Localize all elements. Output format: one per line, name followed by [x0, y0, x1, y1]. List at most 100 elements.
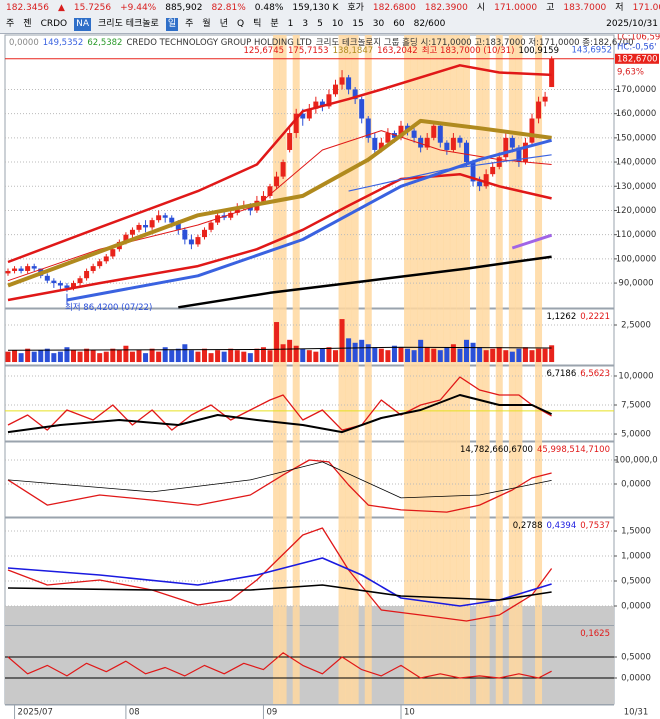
candle-body	[57, 283, 63, 286]
candle-body	[280, 162, 286, 177]
toolbar-item[interactable]: 1	[287, 18, 294, 29]
toolbar-item: 171.0000	[494, 2, 538, 13]
candle-body	[5, 270, 11, 274]
candle-body	[444, 142, 450, 150]
toolbar-item[interactable]: 10	[331, 18, 344, 29]
signal-band	[515, 35, 523, 704]
y-tick-label: 0,0000	[621, 480, 651, 490]
x-tick-label: 2025/07	[18, 708, 53, 718]
legend-item: 125,6745	[243, 46, 284, 56]
toolbar-item[interactable]: 젠	[23, 18, 32, 29]
volume-bar	[175, 348, 181, 363]
candle-body	[274, 176, 280, 187]
volume-bar	[274, 322, 280, 363]
volume-bar	[5, 351, 11, 363]
toolbar-item[interactable]: 일	[165, 17, 179, 31]
panel-legend: 14,782,660,6700 45,998,514,7100	[460, 445, 610, 455]
legend-value: 0,4394	[547, 521, 577, 531]
toolbar-item: 182.3900	[424, 2, 468, 13]
panel-legend: 0,2788 0,4394 0,7537	[513, 521, 610, 531]
toolbar-item[interactable]: 15	[352, 18, 364, 29]
candle-body	[470, 162, 476, 182]
candle-body	[103, 256, 109, 262]
signal-band	[463, 35, 470, 704]
volume-bar	[97, 353, 103, 363]
signal-band	[476, 35, 484, 704]
candle-body	[352, 89, 358, 100]
signal-band	[273, 35, 281, 704]
legend-item: 175,7153	[288, 46, 329, 56]
candle-body	[208, 222, 214, 230]
indicator-line	[7, 557, 552, 607]
y-tick-label: 10,0000	[618, 371, 653, 381]
toolbar-item[interactable]: 틱	[253, 18, 262, 29]
volume-bar	[411, 350, 417, 363]
volume-bar	[464, 339, 469, 363]
volume-bar	[457, 348, 463, 363]
volume-bar	[516, 348, 522, 363]
candle-body	[490, 166, 496, 175]
indicator-line	[7, 118, 552, 288]
candle-body	[260, 195, 266, 201]
y-tick-label: 7,5000	[621, 401, 651, 411]
candle-body	[234, 208, 240, 213]
toolbar-item[interactable]: 3	[302, 18, 309, 29]
candle-body	[339, 77, 345, 85]
y-tick-label: 130,0000	[616, 182, 657, 192]
candle-body	[25, 266, 31, 271]
volume-bar	[215, 350, 221, 363]
volume-bar	[162, 347, 168, 363]
candle-body	[477, 181, 483, 187]
volume-bar	[18, 353, 24, 363]
volume-bar	[346, 338, 352, 363]
volume-bar	[71, 350, 76, 363]
candle-body	[169, 217, 175, 223]
legend-item: 최고 183,7000 (10/31)	[422, 45, 515, 56]
candle-body	[457, 137, 463, 143]
signal-band	[449, 35, 457, 704]
toolbar-item[interactable]: 년	[219, 18, 228, 29]
toolbar-item[interactable]: 60	[393, 18, 405, 29]
x-end-label: 10/31	[624, 708, 649, 718]
toolbar-item[interactable]: 크리도 테크놀로	[98, 18, 159, 29]
signal-band	[443, 35, 451, 704]
toolbar-item: 호가	[347, 2, 364, 13]
toolbar-item[interactable]: 주	[185, 18, 194, 29]
indicator-line	[7, 172, 552, 302]
candle-body	[346, 77, 352, 90]
volume-bar	[103, 351, 109, 363]
volume-bar	[293, 345, 299, 363]
signal-band	[279, 35, 287, 704]
volume-bar	[57, 351, 63, 363]
volume-bar	[228, 348, 234, 363]
volume-bar	[208, 353, 214, 363]
toolbar-item[interactable]: 30	[372, 18, 385, 29]
candle-body	[182, 229, 188, 240]
price-legend: 0,0000 149,5352 62,5382 CREDO TECHNOLOGY GR…	[9, 37, 634, 48]
volume-bar	[326, 347, 332, 363]
signal-band	[292, 35, 300, 704]
toolbar-item[interactable]: 분	[270, 18, 279, 29]
volume-bar	[365, 344, 371, 363]
toolbar-item[interactable]: Q	[236, 18, 245, 29]
toolbar-item[interactable]: 월	[202, 18, 211, 29]
toolbar-item[interactable]: 2025/10/31	[606, 18, 658, 29]
candle-body	[267, 186, 273, 196]
signal-band	[508, 35, 516, 704]
toolbar-item: ▲	[57, 2, 65, 13]
indicator-line	[7, 394, 553, 434]
toolbar-item[interactable]: 5	[317, 18, 323, 29]
signal-band	[430, 35, 438, 704]
volume-bar	[123, 345, 129, 363]
toolbar-item[interactable]: 주	[6, 18, 15, 29]
y-tick-label: 0,5000	[621, 652, 651, 662]
candle-body	[162, 215, 168, 218]
volume-bar	[503, 350, 509, 363]
volume-bar	[129, 351, 135, 363]
y-tick-label: 1,5000	[621, 527, 651, 537]
toolbar-item[interactable]: 82/600	[413, 18, 446, 29]
panel-bg	[4, 365, 615, 442]
toolbar-item[interactable]: CRDO	[40, 18, 68, 29]
toolbar-item[interactable]: NA	[74, 17, 92, 31]
volume-bar	[490, 348, 496, 363]
